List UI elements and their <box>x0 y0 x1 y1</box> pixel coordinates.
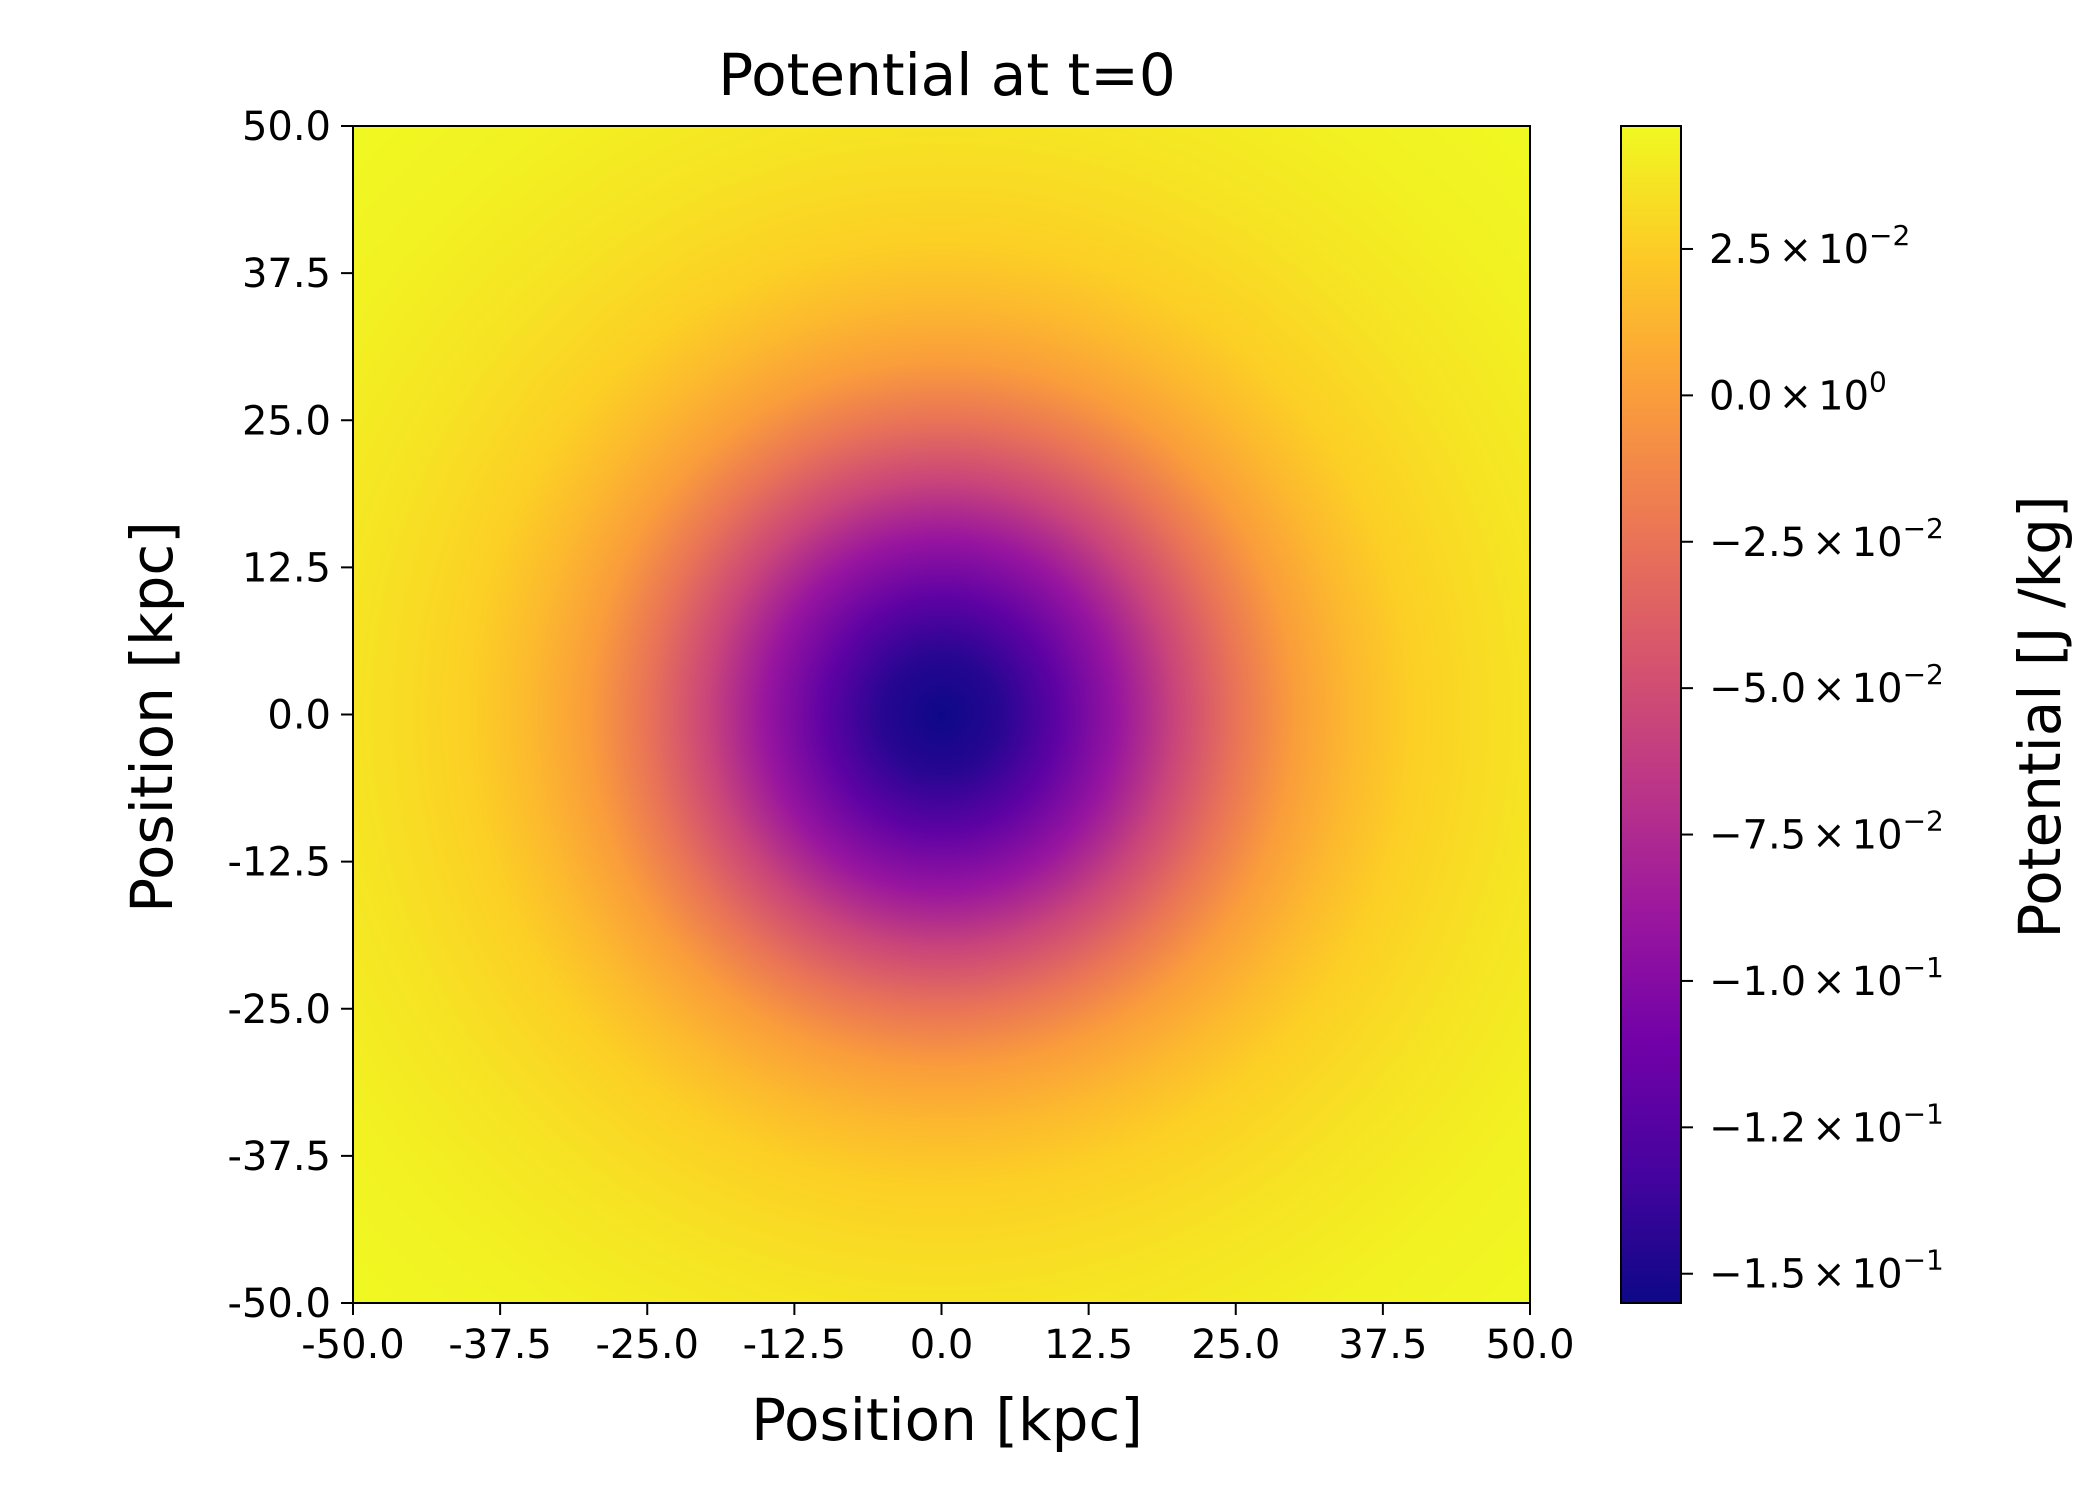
colorbar-tick-times: × <box>1812 1252 1846 1298</box>
colorbar-tick-exponent: −2 <box>1869 219 1910 252</box>
colorbar-frame <box>1620 125 1682 1304</box>
colorbar-tick-exponent: −2 <box>1903 658 1944 691</box>
colorbar <box>1620 125 1682 1304</box>
x-tick-label: 50.0 <box>1485 1322 1574 1368</box>
colorbar-tick-base: 10 <box>1852 813 1903 859</box>
x-tick-label: 0.0 <box>910 1322 974 1368</box>
colorbar-tick-mantissa: −1.0 <box>1709 959 1806 1005</box>
plot-area <box>352 125 1531 1304</box>
colorbar-tick-label: −7.5 × 10−2 <box>1709 805 1944 859</box>
x-tick-label: -50.0 <box>301 1322 405 1368</box>
x-axis-label: Position [kpc] <box>751 1386 1143 1454</box>
colorbar-tick-mantissa: −1.5 <box>1709 1252 1806 1298</box>
colorbar-tick-mantissa: 0.0 <box>1709 373 1773 419</box>
colorbar-tick-times: × <box>1812 666 1846 712</box>
colorbar-tick-exponent: 0 <box>1869 365 1887 398</box>
colorbar-tick-times: × <box>1812 813 1846 859</box>
colorbar-tick-mantissa: 2.5 <box>1709 227 1773 273</box>
x-tick-label: 37.5 <box>1338 1322 1427 1368</box>
x-tick-label: 12.5 <box>1044 1322 1133 1368</box>
colorbar-tick-mantissa: −2.5 <box>1709 520 1806 566</box>
colorbar-tick-base: 10 <box>1852 1105 1903 1151</box>
colorbar-tick-exponent: −1 <box>1903 1097 1944 1130</box>
colorbar-tick-label: −5.0 × 10−2 <box>1709 658 1944 712</box>
colorbar-tick-base: 10 <box>1852 1252 1903 1298</box>
y-tick-label: -25.0 <box>228 987 332 1033</box>
colorbar-tick-times: × <box>1779 373 1813 419</box>
colorbar-tick-times: × <box>1812 959 1846 1005</box>
potential-heatmap <box>353 126 1530 1303</box>
y-tick-label: 50.0 <box>242 104 331 150</box>
colorbar-tick-label: 0.0 × 100 <box>1709 365 1887 419</box>
y-tick-label: 0.0 <box>267 693 331 739</box>
colorbar-tick-times: × <box>1779 227 1813 273</box>
colorbar-tick-base: 10 <box>1852 666 1903 712</box>
colorbar-tick-exponent: −2 <box>1903 512 1944 545</box>
colorbar-label: Potential [J /kg] <box>2006 495 2074 938</box>
y-tick-label: 25.0 <box>242 398 331 444</box>
colorbar-tick-exponent: −1 <box>1903 951 1944 984</box>
x-tick-label: -25.0 <box>596 1322 700 1368</box>
colorbar-tick-exponent: −1 <box>1903 1244 1944 1277</box>
colorbar-ticks: 2.5 × 10−20.0 × 100−2.5 × 10−2−5.0 × 10−2−7.5 × 10… <box>1681 219 1944 1298</box>
colorbar-tick-label: −1.5 × 10−1 <box>1709 1244 1944 1298</box>
colorbar-tick-exponent: −2 <box>1903 805 1944 838</box>
x-tick-label: 25.0 <box>1191 1322 1280 1368</box>
colorbar-tick-base: 10 <box>1818 227 1869 273</box>
colorbar-gradient <box>1621 126 1681 1303</box>
y-tick-label: 12.5 <box>242 545 331 591</box>
y-tick-label: -37.5 <box>228 1134 332 1180</box>
colorbar-tick-label: −2.5 × 10−2 <box>1709 512 1944 566</box>
colorbar-tick-mantissa: −5.0 <box>1709 666 1806 712</box>
colorbar-tick-base: 10 <box>1852 959 1903 1005</box>
x-axis: -50.0 -37.5 -25.0 -12.5 0.0 12.5 25.0 37.5 50.0 <box>301 1303 1575 1368</box>
y-axis: -50.0 -37.5 -25.0 -12.5 0.0 12.5 25.0 37.5 50.0 <box>228 104 353 1327</box>
colorbar-tick-base: 10 <box>1818 373 1869 419</box>
y-axis-label: Position [kpc] <box>118 521 186 913</box>
colorbar-tick-label: 2.5 × 10−2 <box>1709 219 1910 273</box>
x-tick-label: -37.5 <box>448 1322 552 1368</box>
colorbar-tick-mantissa: −7.5 <box>1709 813 1806 859</box>
y-tick-label: 37.5 <box>242 251 331 297</box>
y-tick-label: -12.5 <box>228 840 332 886</box>
y-tick-label: -50.0 <box>228 1281 332 1327</box>
colorbar-tick-times: × <box>1812 520 1846 566</box>
colorbar-tick-mantissa: −1.2 <box>1709 1105 1806 1151</box>
colorbar-tick-times: × <box>1812 1105 1846 1151</box>
x-tick-label: -12.5 <box>743 1322 847 1368</box>
colorbar-tick-label: −1.2 × 10−1 <box>1709 1097 1944 1151</box>
colorbar-tick-label: −1.0 × 10−1 <box>1709 951 1944 1005</box>
chart-title: Potential at t=0 <box>718 41 1176 109</box>
colorbar-tick-base: 10 <box>1852 520 1903 566</box>
